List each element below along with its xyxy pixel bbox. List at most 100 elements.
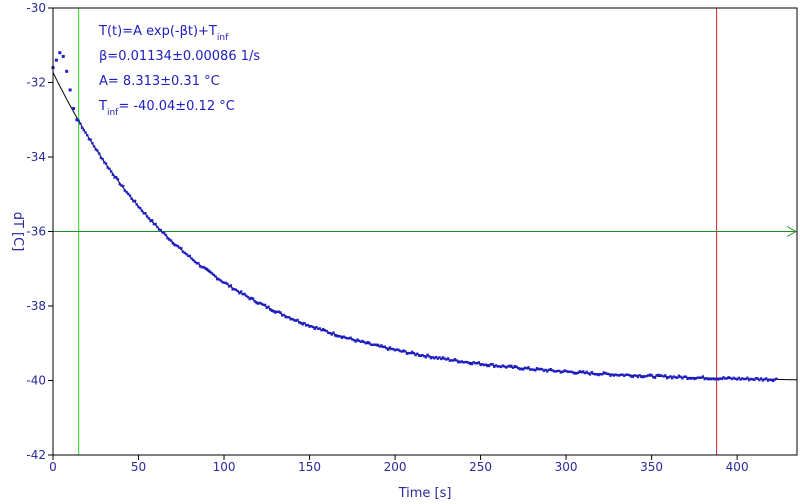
data-point <box>527 366 530 369</box>
data-point <box>339 335 342 338</box>
fit-annotation-line: Tinf= -40.04±0.12 °C <box>98 99 235 118</box>
data-layer <box>51 51 778 383</box>
data-point <box>263 303 267 307</box>
data-point <box>144 212 147 215</box>
data-point <box>171 242 174 245</box>
data-point <box>428 355 431 358</box>
data-point <box>397 348 400 352</box>
data-point <box>178 246 181 249</box>
data-point <box>250 296 253 300</box>
data-point <box>135 203 139 206</box>
data-point <box>248 297 251 301</box>
data-point <box>210 272 214 275</box>
data-point <box>605 372 609 375</box>
data-point <box>540 368 544 371</box>
data-point <box>72 107 76 111</box>
data-point <box>234 288 238 291</box>
data-point <box>109 170 113 173</box>
x-tick-label: 200 <box>384 460 407 474</box>
data-point <box>130 197 133 201</box>
data-point <box>582 370 585 373</box>
data-point <box>392 347 395 351</box>
data-point <box>291 317 294 321</box>
data-point <box>282 313 286 317</box>
data-point <box>768 378 771 381</box>
data-point <box>621 373 624 376</box>
data-point <box>648 373 652 376</box>
data-point <box>422 354 426 358</box>
data-point <box>455 359 458 362</box>
data-point <box>226 282 229 286</box>
data-point <box>154 222 157 226</box>
data-point <box>635 374 638 377</box>
data-point <box>262 303 265 306</box>
x-tick-label: 0 <box>49 460 57 474</box>
y-tick-label: -36 <box>26 225 46 239</box>
data-point <box>510 364 513 368</box>
data-point <box>727 376 730 379</box>
data-point <box>537 368 540 371</box>
data-point <box>474 362 477 365</box>
data-point <box>434 355 438 359</box>
data-point <box>754 377 758 380</box>
annotation-subscript: inf <box>107 108 119 118</box>
data-point <box>345 337 349 340</box>
annotation-subscript: inf <box>217 33 229 43</box>
data-point <box>412 352 416 355</box>
data-point <box>475 362 479 365</box>
data-point <box>436 357 440 360</box>
data-point <box>54 58 58 62</box>
data-point <box>221 280 224 284</box>
data-point <box>469 362 472 366</box>
data-point <box>564 369 568 373</box>
data-point <box>631 375 635 379</box>
data-point <box>94 148 97 151</box>
data-point <box>720 377 723 381</box>
data-point <box>482 363 486 367</box>
data-point <box>647 374 650 377</box>
data-point <box>505 366 508 369</box>
data-point <box>200 266 203 269</box>
data-point <box>169 239 173 242</box>
data-point <box>723 377 727 380</box>
fit-annotation-line: β=0.01134±0.00086 1/s <box>99 49 260 64</box>
data-point <box>101 157 104 161</box>
data-point <box>481 363 484 366</box>
y-tick-label: -32 <box>26 76 46 90</box>
data-point <box>689 377 693 380</box>
data-point <box>97 152 101 155</box>
data-point <box>84 131 87 134</box>
data-point <box>121 184 125 188</box>
data-point <box>575 372 578 375</box>
data-point <box>156 225 159 229</box>
data-point <box>354 340 357 343</box>
data-point <box>494 364 498 367</box>
data-point <box>284 315 287 319</box>
data-point <box>243 292 246 296</box>
data-point <box>573 372 576 375</box>
data-point <box>677 374 681 377</box>
data-point <box>578 370 581 373</box>
data-point <box>313 327 316 331</box>
data-point <box>239 290 243 293</box>
data-point <box>652 375 655 379</box>
data-point <box>219 279 222 282</box>
data-point <box>378 345 381 348</box>
data-point <box>195 262 198 265</box>
data-point <box>655 374 658 377</box>
data-point <box>217 278 221 281</box>
data-point <box>593 373 597 376</box>
data-point <box>513 364 516 368</box>
data-point <box>443 357 446 360</box>
data-point <box>272 310 275 313</box>
data-point <box>407 351 410 355</box>
x-tick-label: 50 <box>131 460 146 474</box>
data-point <box>92 145 96 148</box>
data-point <box>181 250 185 253</box>
data-point <box>530 368 534 371</box>
data-point <box>118 182 121 186</box>
data-point <box>80 126 84 129</box>
data-point <box>149 219 152 223</box>
data-point <box>162 231 166 235</box>
